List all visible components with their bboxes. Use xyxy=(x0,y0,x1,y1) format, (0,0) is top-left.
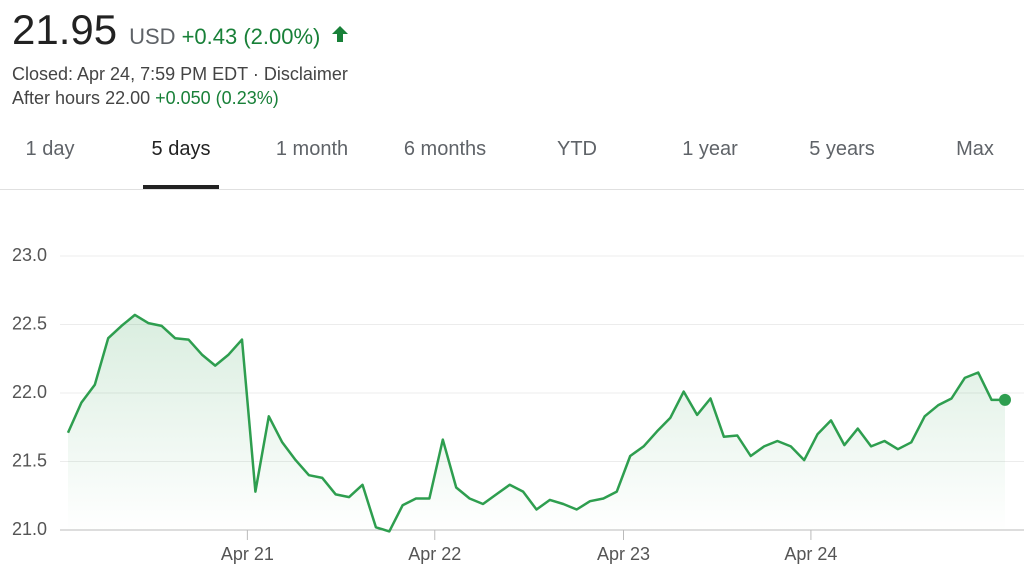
area xyxy=(68,314,1005,532)
x-tick-label: Apr 22 xyxy=(408,544,461,564)
x-tick-label: Apr 24 xyxy=(784,544,837,564)
y-tick-label: 22.5 xyxy=(12,313,47,333)
y-tick-label: 22.0 xyxy=(12,382,47,402)
price-line xyxy=(66,313,1005,533)
y-tick-label: 21.5 xyxy=(12,450,47,470)
up-arrow xyxy=(332,26,349,42)
range-tab[interactable]: 5 days xyxy=(151,138,211,160)
change: +0.43 (2.00%) xyxy=(181,24,321,49)
x-tick-label: Apr 23 xyxy=(597,544,650,564)
range-tab[interactable]: 5 years xyxy=(809,138,875,160)
range-tab[interactable]: YTD xyxy=(557,138,597,160)
range-tabs: 1 day 5 days 1 month 6 months YTD 1 year 5 yea… xyxy=(0,130,1024,190)
after-hours-label: After hours xyxy=(12,88,101,108)
last-point xyxy=(999,393,1011,406)
quote-header: 21.95 USD +0.43 (2.00%) Closed: Apr 24, … xyxy=(12,6,350,109)
y-tick-label: 21.0 xyxy=(12,519,47,539)
selected-underline xyxy=(143,185,219,189)
price: 21.95 xyxy=(12,6,118,53)
closed-info: Closed: Apr 24, 7:59 PM EDT xyxy=(12,64,248,84)
range-tab[interactable]: 1 day xyxy=(25,138,75,160)
separator: · xyxy=(252,64,259,84)
range-tab[interactable]: 1 year xyxy=(682,138,738,160)
y-tick-label: 23.0 xyxy=(12,245,47,265)
after-hours-change: +0.050 (0.23%) xyxy=(155,88,279,108)
range-tab[interactable]: 1 month xyxy=(275,138,349,160)
currency: USD xyxy=(129,24,176,49)
x-tick-label: Apr 21 xyxy=(221,544,274,564)
disclaimer-link[interactable]: Disclaimer xyxy=(263,64,348,84)
after-hours-price: 22.00 xyxy=(105,88,151,108)
range-tab[interactable]: Max xyxy=(956,138,994,160)
range-tab[interactable]: 6 months xyxy=(403,138,487,160)
